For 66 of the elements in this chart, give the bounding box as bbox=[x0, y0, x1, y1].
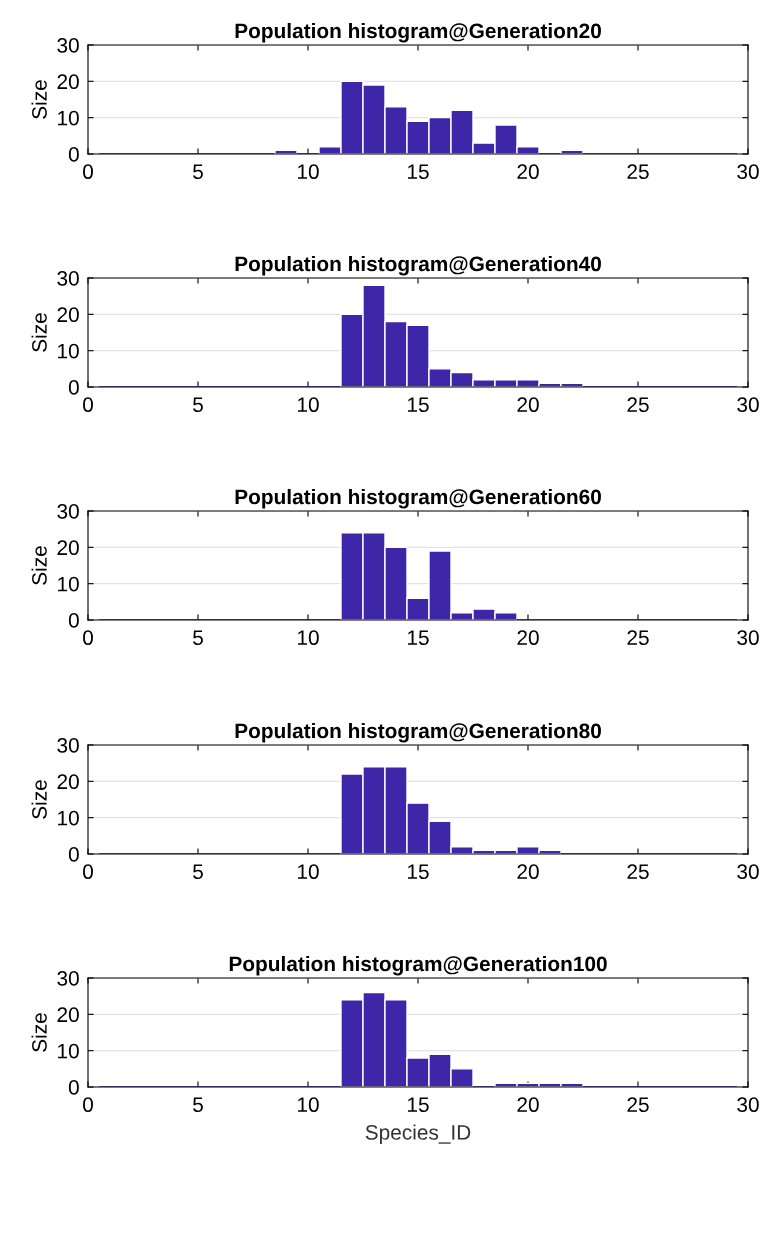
y-tick-label: 30 bbox=[57, 38, 79, 53]
x-tick-label: 5 bbox=[193, 1097, 203, 1113]
x-tick-label: 30 bbox=[737, 1097, 759, 1113]
y-tick-label: 20 bbox=[57, 1007, 79, 1023]
x-axis-title: Species_ID bbox=[365, 1124, 471, 1144]
x-tick-label: 5 bbox=[193, 864, 203, 880]
x-tick-label: 25 bbox=[627, 630, 649, 646]
y-axis-title: Size bbox=[31, 1013, 47, 1052]
x-tick-label: 30 bbox=[737, 164, 759, 180]
x-tick-label: 25 bbox=[627, 864, 649, 880]
y-tick-label: 20 bbox=[57, 540, 79, 556]
x-tick-label: 30 bbox=[737, 630, 759, 646]
x-tick-label: 0 bbox=[83, 630, 93, 646]
y-tick-label: 10 bbox=[58, 1043, 79, 1059]
y-tick-label: 10 bbox=[58, 110, 79, 126]
y-tick-label: 20 bbox=[57, 774, 79, 790]
x-tick-label: 5 bbox=[193, 397, 203, 413]
x-tick-label: 10 bbox=[298, 1097, 319, 1113]
x-tick-label: 5 bbox=[193, 630, 203, 646]
x-tick-label: 0 bbox=[83, 164, 93, 180]
y-tick-label: 0 bbox=[68, 847, 79, 862]
y-axis-title: Size bbox=[31, 313, 47, 352]
y-tick-label: 20 bbox=[57, 74, 79, 90]
y-tick-label: 20 bbox=[57, 307, 79, 323]
x-tick-label: 0 bbox=[83, 1097, 93, 1113]
y-tick-label: 10 bbox=[58, 343, 79, 359]
x-tick-label: 30 bbox=[737, 864, 759, 880]
y-tick-label: 10 bbox=[58, 576, 79, 592]
x-tick-label: 15 bbox=[408, 1097, 429, 1113]
x-tick-label: 20 bbox=[517, 397, 539, 413]
y-axis-title: Size bbox=[31, 780, 47, 819]
chart-title: Population histogram@Generation80 bbox=[235, 722, 601, 743]
x-tick-label: 15 bbox=[408, 630, 429, 646]
y-tick-label: 30 bbox=[57, 971, 79, 986]
y-tick-label: 30 bbox=[57, 738, 79, 753]
x-tick-label: 0 bbox=[83, 397, 93, 413]
x-tick-label: 10 bbox=[298, 397, 319, 413]
y-tick-label: 30 bbox=[57, 504, 79, 519]
x-tick-label: 10 bbox=[298, 164, 319, 180]
x-tick-label: 10 bbox=[298, 630, 319, 646]
y-tick-label: 0 bbox=[68, 147, 79, 162]
x-tick-label: 0 bbox=[83, 864, 93, 880]
x-tick-label: 25 bbox=[627, 1097, 649, 1113]
y-axis-title: Size bbox=[31, 546, 47, 585]
x-tick-label: 5 bbox=[193, 164, 203, 180]
x-tick-label: 10 bbox=[298, 864, 319, 880]
x-tick-label: 20 bbox=[517, 630, 539, 646]
y-tick-label: 30 bbox=[57, 271, 79, 286]
x-tick-label: 15 bbox=[408, 864, 429, 880]
x-tick-label: 15 bbox=[408, 397, 429, 413]
x-tick-label: 30 bbox=[737, 397, 759, 413]
chart-title: Population histogram@Generation20 bbox=[235, 22, 601, 43]
x-tick-label: 20 bbox=[517, 1097, 539, 1113]
y-tick-label: 0 bbox=[68, 380, 79, 395]
x-tick-label: 15 bbox=[408, 164, 429, 180]
chart-title: Population histogram@Generation60 bbox=[235, 488, 601, 509]
x-tick-label: 25 bbox=[627, 397, 649, 413]
y-tick-label: 0 bbox=[68, 613, 79, 628]
chart-title: Population histogram@Generation40 bbox=[235, 255, 601, 276]
x-tick-label: 25 bbox=[627, 164, 649, 180]
y-axis-title: Size bbox=[31, 80, 47, 119]
y-tick-label: 10 bbox=[58, 810, 79, 826]
x-tick-label: 20 bbox=[517, 864, 539, 880]
x-tick-label: 20 bbox=[517, 164, 539, 180]
chart-title: Population histogram@Generation100 bbox=[229, 955, 607, 976]
y-tick-label: 0 bbox=[68, 1080, 79, 1095]
